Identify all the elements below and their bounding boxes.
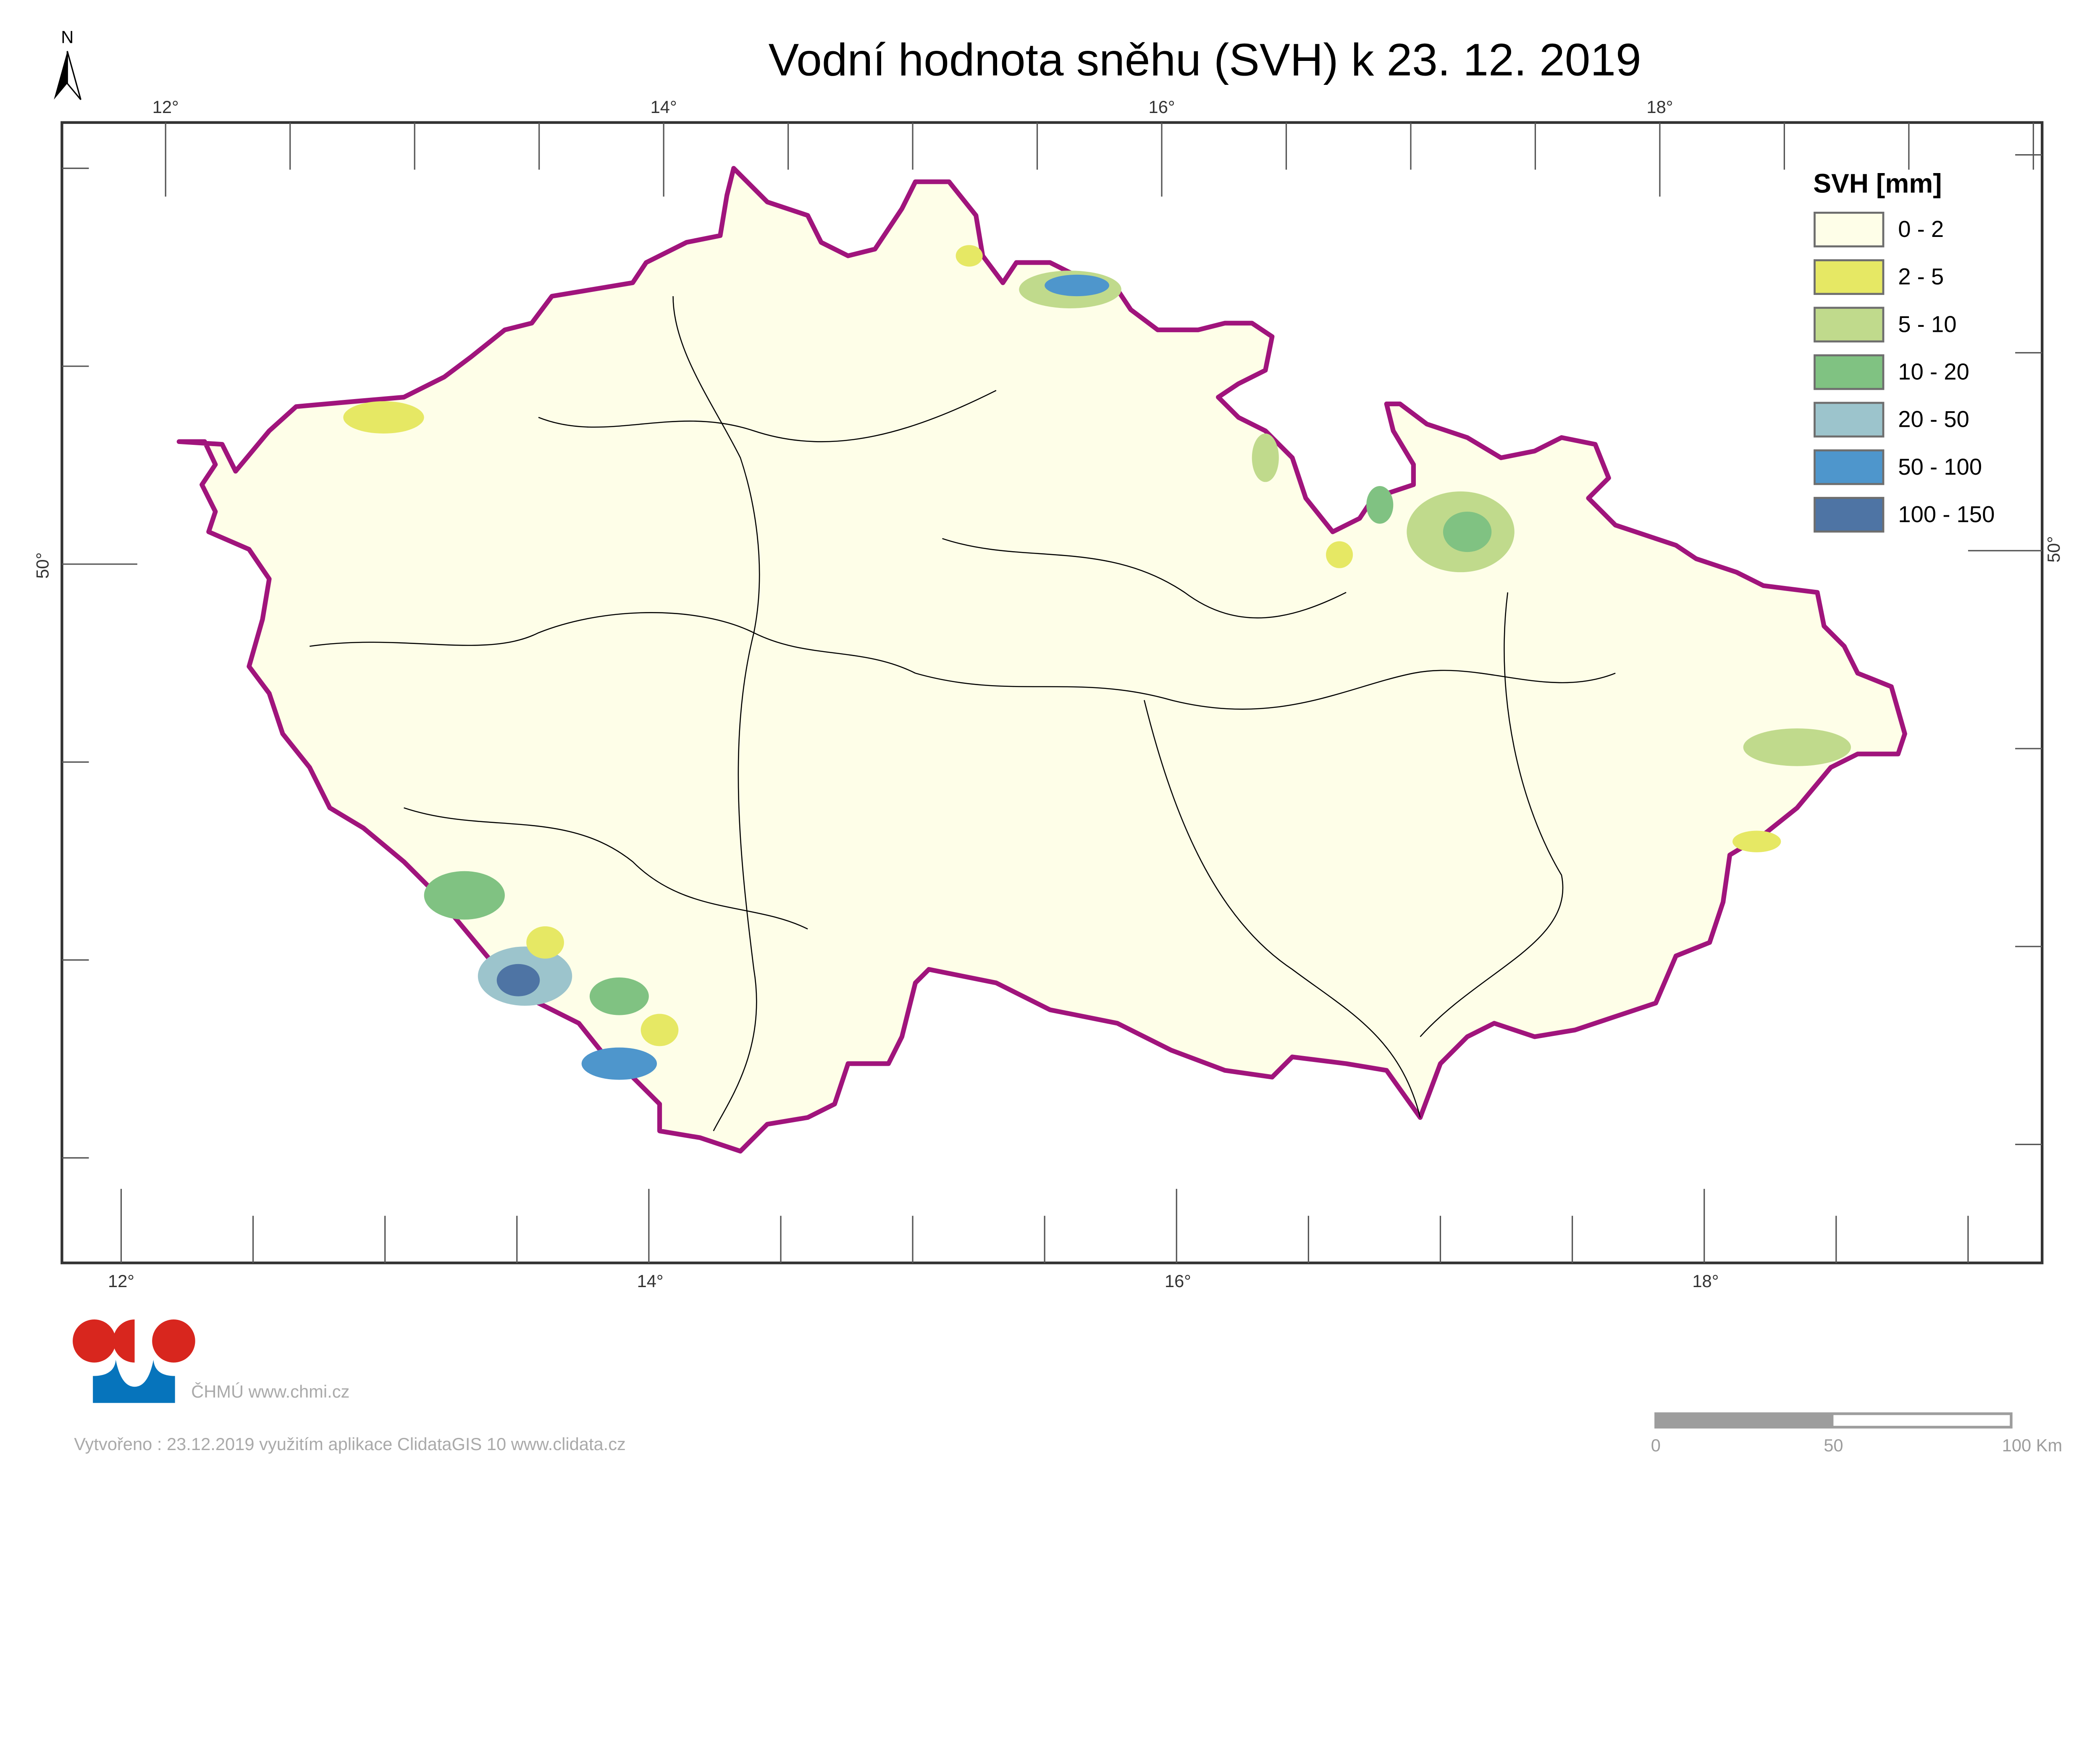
svg-text:14°: 14° bbox=[651, 97, 677, 117]
scale-bar: 0 50 100 Km bbox=[1651, 1412, 2063, 1455]
legend-swatch bbox=[1814, 497, 1885, 533]
legend-label: 20 - 50 bbox=[1898, 407, 1969, 432]
graticule-labels: 12° 14° 16° 18° 12° 14° 16° 18° 50° 50° bbox=[32, 97, 2063, 1291]
rivers bbox=[310, 296, 1616, 1131]
legend-title: SVH [mm] bbox=[1813, 168, 1942, 198]
credit-text: Vytvořeno : 23.12.2019 využitím aplikace… bbox=[74, 1434, 626, 1454]
legend-swatch bbox=[1814, 307, 1885, 343]
graticule-ticks bbox=[62, 122, 2042, 1263]
snow-water-map: Vodní hodnota sněhu (SVH) k 23. 12. 2019… bbox=[32, 27, 2063, 1456]
legend-swatch bbox=[1814, 402, 1885, 438]
svg-text:12°: 12° bbox=[108, 1271, 134, 1291]
legend-label: 100 - 150 bbox=[1898, 502, 1995, 527]
svg-text:18°: 18° bbox=[1692, 1271, 1719, 1291]
north-label: N bbox=[61, 27, 74, 47]
legend-swatch bbox=[1814, 212, 1885, 247]
legend-item: 50 - 100 bbox=[1814, 449, 1982, 485]
map-title: Vodní hodnota sněhu (SVH) k 23. 12. 2019 bbox=[769, 34, 1641, 85]
right-lat-label: 50° bbox=[2044, 536, 2063, 562]
svg-text:16°: 16° bbox=[1149, 97, 1175, 117]
legend-label: 2 - 5 bbox=[1898, 264, 1944, 289]
north-arrow-icon: N bbox=[54, 27, 81, 100]
legend-item: 5 - 10 bbox=[1814, 307, 1957, 343]
svg-text:18°: 18° bbox=[1646, 97, 1673, 117]
snow-patches bbox=[343, 245, 1851, 1080]
chmu-logo: ČHMÚ www.chmi.cz bbox=[73, 1319, 349, 1403]
legend-label: 5 - 10 bbox=[1898, 311, 1956, 337]
country-border bbox=[176, 166, 1907, 1154]
logo-text: ČHMÚ www.chmi.cz bbox=[191, 1382, 349, 1401]
svg-text:14°: 14° bbox=[637, 1271, 664, 1291]
legend-label: 10 - 20 bbox=[1898, 359, 1969, 385]
legend-item: 2 - 5 bbox=[1814, 259, 1944, 295]
legend-swatch bbox=[1814, 259, 1885, 295]
scale-label-50: 50 bbox=[1824, 1435, 1843, 1455]
svg-text:50°: 50° bbox=[32, 552, 52, 579]
legend-item: 20 - 50 bbox=[1814, 402, 1969, 438]
legend-label: 0 - 2 bbox=[1898, 216, 1944, 242]
scale-label-100: 100 Km bbox=[2002, 1435, 2063, 1455]
legend-label: 50 - 100 bbox=[1898, 454, 1982, 480]
legend-item: 0 - 2 bbox=[1814, 212, 1944, 247]
legend-swatch bbox=[1814, 449, 1885, 485]
legend-item: 10 - 20 bbox=[1814, 354, 1969, 390]
svg-text:16°: 16° bbox=[1165, 1271, 1191, 1291]
legend: SVH [mm] 0 - 2 2 - 5 5 - 10 10 - 20 20 - 50 5… bbox=[1813, 168, 1995, 533]
legend-swatch bbox=[1814, 354, 1885, 390]
svg-text:12°: 12° bbox=[152, 97, 179, 117]
scale-label-0: 0 bbox=[1651, 1435, 1661, 1455]
legend-item: 100 - 150 bbox=[1814, 497, 1995, 533]
